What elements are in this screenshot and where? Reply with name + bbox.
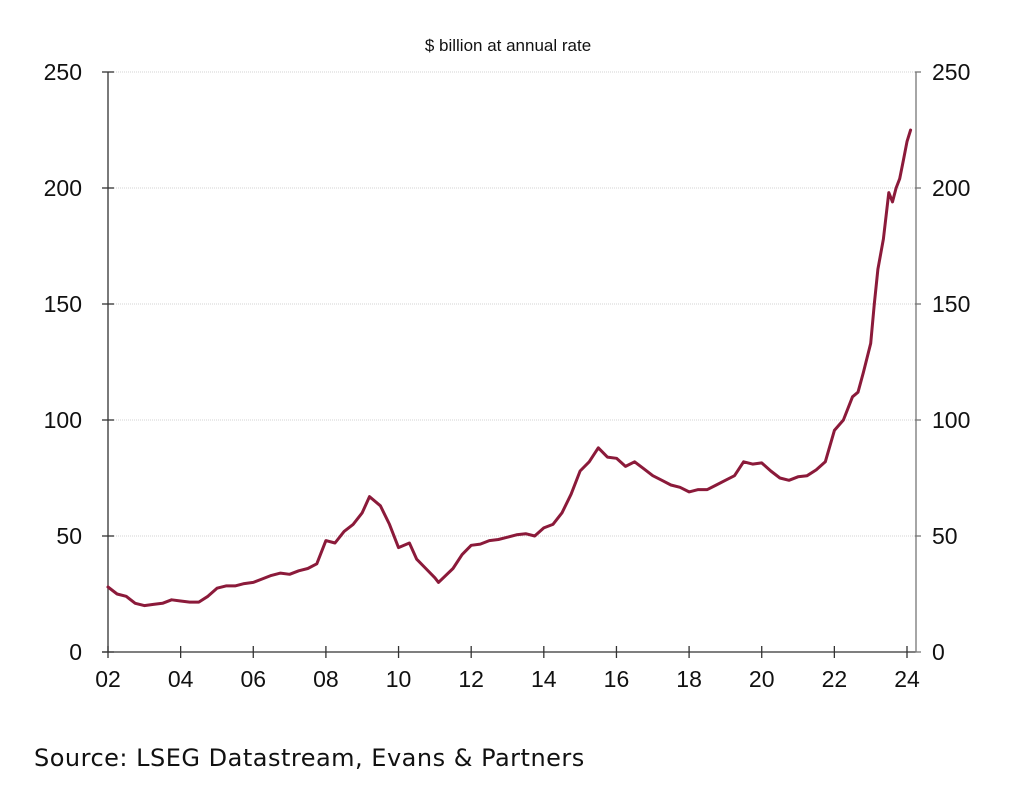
left-y-tick-label: 50 (56, 523, 82, 549)
x-tick-label: 04 (168, 666, 194, 692)
x-tick-label: 12 (458, 666, 484, 692)
right-y-tick-label: 100 (932, 407, 970, 433)
x-tick-label: 24 (894, 666, 920, 692)
series-line (106, 128, 913, 608)
x-tick-label: 22 (822, 666, 848, 692)
right-y-tick-label: 50 (932, 523, 958, 549)
x-tick-label: 10 (386, 666, 412, 692)
x-tick-label: 06 (240, 666, 266, 692)
left-y-tick-label: 150 (44, 291, 82, 317)
left-y-tick-label: 0 (69, 639, 82, 665)
right-y-tick-label: 250 (932, 59, 970, 85)
x-tick-label: 20 (749, 666, 775, 692)
x-tick-label: 16 (604, 666, 630, 692)
series-group (106, 128, 913, 608)
left-y-tick-label: 250 (44, 59, 82, 85)
chart-subtitle: $ billion at annual rate (425, 36, 591, 55)
right-y-tick-label: 200 (932, 175, 970, 201)
source-note: Source: LSEG Datastream, Evans & Partner… (34, 744, 585, 772)
x-tick-label: 02 (95, 666, 121, 692)
axes (102, 71, 921, 658)
tick-labels: 0 0 50 50 100 100 150 150 200 200 250 250 02 04 06 08 10… (44, 59, 971, 692)
left-y-tick-label: 200 (44, 175, 82, 201)
x-tick-label: 08 (313, 666, 339, 692)
right-y-tick-label: 150 (932, 291, 970, 317)
right-y-tick-label: 0 (932, 639, 945, 665)
left-y-tick-label: 100 (44, 407, 82, 433)
x-tick-label: 18 (676, 666, 702, 692)
gridlines (108, 71, 916, 537)
x-tick-label: 14 (531, 666, 557, 692)
